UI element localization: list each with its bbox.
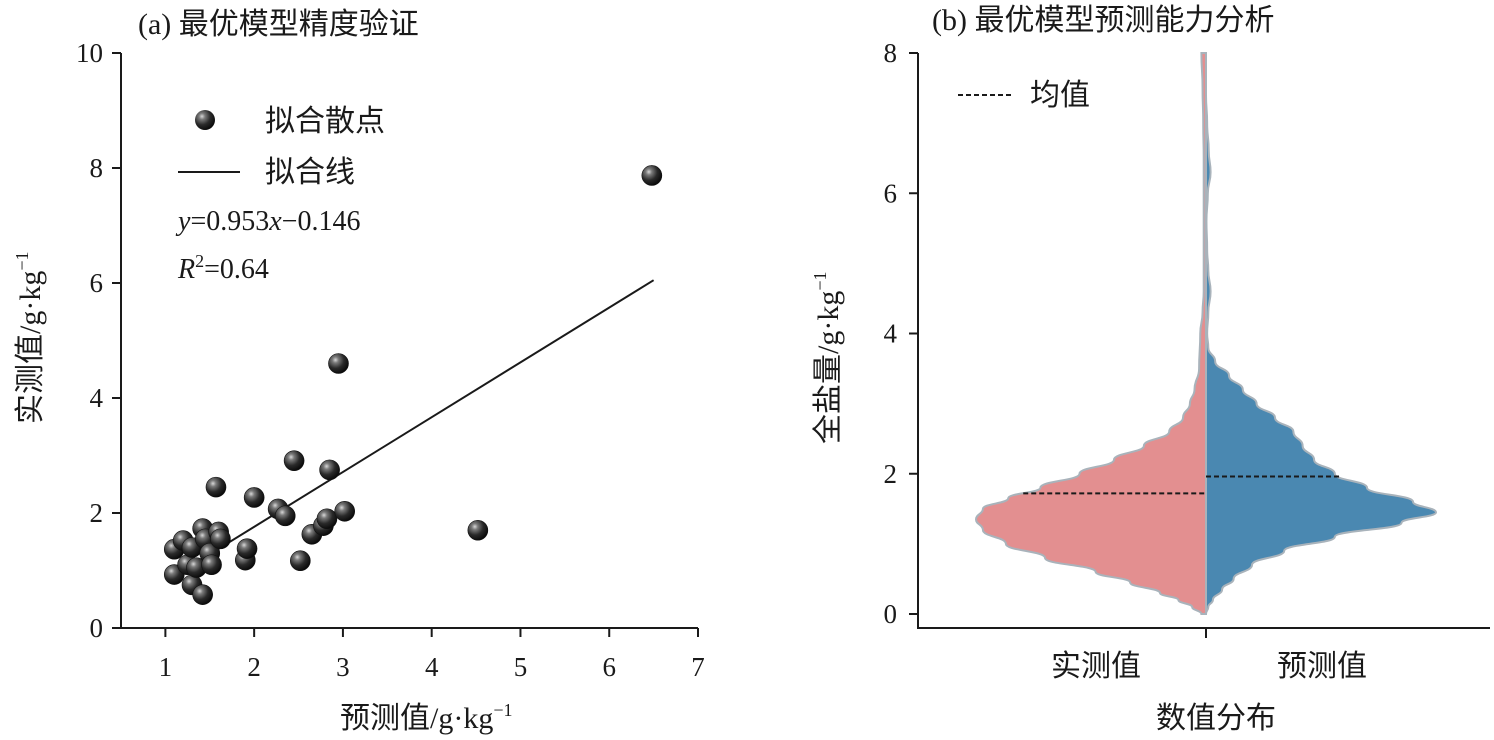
r2-value: =0.64: [204, 254, 269, 285]
scatter-x-label: 预测值/g·kg−1: [340, 700, 512, 735]
eq-intercept: −0.146: [282, 206, 361, 237]
violin-y-label-text: 全盐量/g·kg: [812, 291, 845, 444]
y-tick-label: 8: [884, 38, 898, 68]
scatter-y-label-exp: −1: [12, 252, 32, 271]
scatter-y-label-text: 实测值/g·kg: [14, 271, 47, 424]
scatter-point: [205, 476, 227, 498]
scatter-legend: 拟合散点 拟合线: [178, 105, 385, 189]
legend-mean-label: 均值: [1030, 79, 1090, 112]
y-tick-label: 0: [884, 599, 898, 629]
scatter-point: [192, 584, 213, 605]
scatter-x-label-exp: −1: [493, 700, 512, 720]
violin-left-half: [974, 52, 1207, 615]
legend-scatter-label: 拟合散点: [265, 105, 385, 138]
r2-r: R: [177, 254, 195, 285]
x-tick-label: 1: [159, 652, 173, 682]
violin-panel: (b) 最优模型预测能力分析 0 2 4 6 8 均值 实测值 预测值 数值分布 全盐量…: [810, 4, 1490, 735]
y-tick-label: 8: [90, 153, 104, 183]
x-tick-label: 4: [425, 652, 439, 682]
legend-line-label: 拟合线: [265, 156, 355, 189]
fit-line: [200, 279, 655, 561]
x-tick-label: 2: [247, 652, 261, 682]
category-label-predicted: 预测值: [1277, 650, 1367, 683]
scatter-point: [328, 353, 349, 374]
y-tick-label: 4: [884, 319, 898, 349]
x-tick-label: 5: [514, 652, 528, 682]
scatter-point: [201, 554, 222, 576]
scatter-ticks: 1 2 3 4 5 6 7 0 2 4 6 8 10: [76, 38, 705, 682]
violin-x-label: 数值分布: [1156, 702, 1276, 735]
x-tick-label: 3: [336, 652, 350, 682]
legend-scatter-marker: [195, 110, 215, 130]
r-squared: R2=0.64: [177, 251, 269, 285]
violin-legend: 均值: [958, 79, 1090, 112]
violin-right-half: [1205, 95, 1438, 615]
eq-coef: =0.953: [190, 206, 269, 237]
scatter-point: [243, 487, 265, 508]
scatter-points: [163, 165, 663, 605]
scatter-y-label: 实测值/g·kg−1: [12, 252, 47, 424]
scatter-point: [283, 450, 305, 471]
violin-ticks: 0 2 4 6 8: [884, 38, 918, 629]
scatter-point: [467, 519, 489, 541]
scatter-point: [236, 538, 258, 559]
y-tick-label: 0: [90, 613, 104, 643]
violin-title: (b) 最优模型预测能力分析: [932, 4, 1274, 37]
y-tick-label: 6: [90, 268, 104, 298]
y-tick-label: 2: [90, 498, 104, 528]
scatter-point: [641, 165, 663, 186]
eq-y: y: [175, 206, 191, 237]
scatter-point: [290, 550, 311, 572]
fit-equation: y=0.953x−0.146: [175, 206, 360, 237]
y-tick-label: 4: [90, 383, 104, 413]
y-tick-label: 2: [884, 459, 898, 489]
scatter-x-label-text: 预测值/g·kg: [340, 702, 493, 735]
scatter-point: [319, 459, 340, 481]
y-tick-label: 10: [76, 38, 103, 68]
scatter-point: [316, 508, 338, 530]
scatter-point: [210, 528, 231, 550]
eq-x: x: [268, 206, 282, 237]
violin-y-label-exp: −1: [810, 272, 830, 291]
x-tick-label: 7: [691, 652, 705, 682]
r2-sup: 2: [195, 251, 204, 271]
scatter-title: (a) 最优模型精度验证: [138, 8, 419, 41]
y-tick-label: 6: [884, 178, 898, 208]
scatter-point: [334, 500, 355, 522]
violin-y-label: 全盐量/g·kg−1: [810, 272, 845, 444]
scatter-point: [274, 505, 296, 527]
category-label-measured: 实测值: [1051, 650, 1141, 683]
x-tick-label: 6: [602, 652, 616, 682]
